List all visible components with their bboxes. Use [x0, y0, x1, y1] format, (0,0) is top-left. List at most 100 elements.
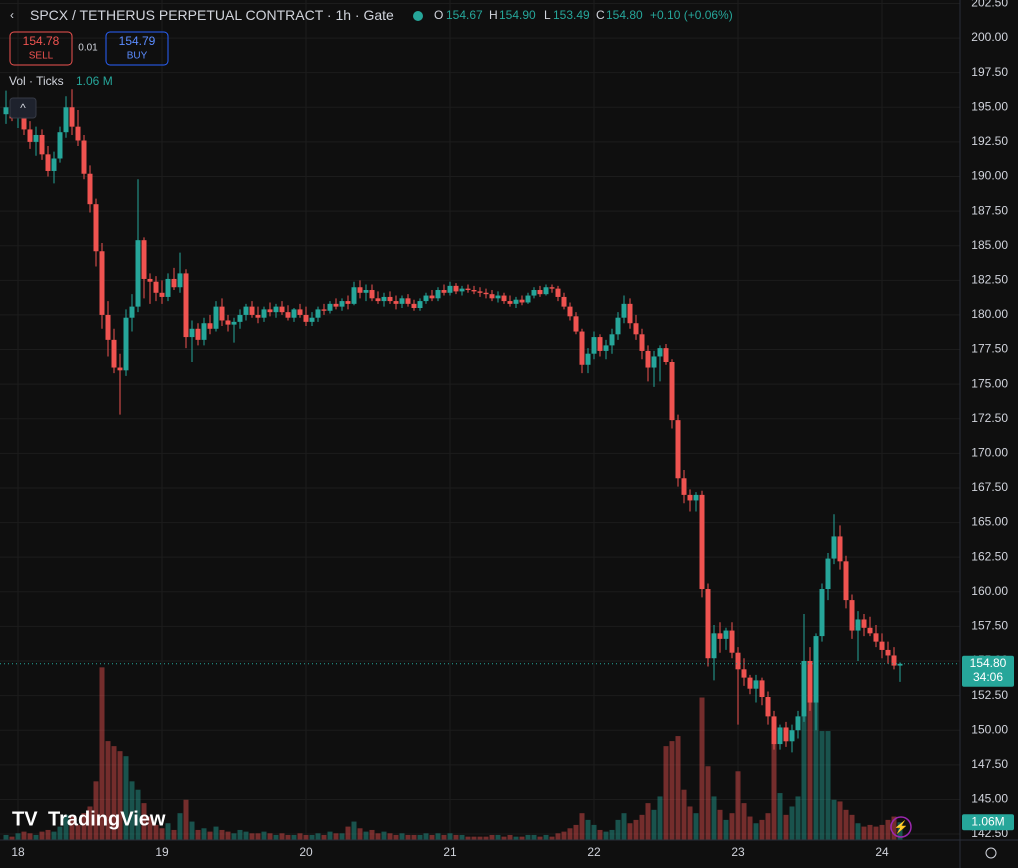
volume-bar [741, 803, 747, 840]
candle-body [531, 290, 537, 296]
candle-body [243, 306, 249, 315]
candle-body [453, 285, 459, 292]
volume-bar [237, 829, 243, 840]
candle-body [585, 353, 591, 365]
last-price-box [962, 655, 1014, 687]
axis-layer: 142.50145.00147.50150.00152.50155.00157.… [11, 0, 1014, 859]
candle-body [237, 314, 243, 322]
candle-body [867, 627, 873, 634]
volume-bar [333, 833, 339, 840]
candle-body [321, 309, 327, 311]
volume-bar [675, 736, 681, 840]
volume-bar [471, 836, 477, 840]
candle-body [135, 240, 141, 307]
volume-bar [279, 833, 285, 840]
candle-body [483, 292, 489, 295]
candle-body [111, 339, 117, 368]
candle-body [87, 173, 93, 205]
candle-body [183, 273, 189, 338]
candle-body [33, 134, 39, 142]
settings-button[interactable] [985, 847, 997, 859]
y-tick-label: 165.00 [971, 515, 1008, 529]
candle-body [153, 281, 159, 293]
volume-bar [837, 801, 843, 840]
volume-bar [705, 766, 711, 840]
y-tick-label: 157.50 [971, 619, 1008, 633]
candle-body [81, 140, 87, 174]
buy-price: 154.79 [119, 34, 156, 48]
volume-bar [285, 834, 291, 840]
volume-bar [795, 796, 801, 840]
candle-body [249, 306, 255, 315]
volume-bar [213, 826, 219, 840]
candle-body [675, 420, 681, 479]
grid [0, 0, 960, 840]
volume-bar [567, 828, 573, 840]
x-tick-label: 22 [587, 845, 601, 859]
candle-body [735, 652, 741, 670]
candle-body [417, 301, 423, 309]
volume-bar [261, 831, 267, 840]
candle-body [39, 134, 45, 155]
volume-bar [759, 819, 765, 840]
candle-body [99, 251, 105, 315]
collapse-button[interactable] [9, 97, 37, 119]
y-tick-label: 187.50 [971, 203, 1008, 217]
y-tick-label: 152.50 [971, 688, 1008, 702]
candle-body [189, 328, 195, 338]
volume-bar [207, 831, 213, 840]
volume-bar [159, 828, 165, 840]
volume-bar [531, 834, 537, 840]
volume-bar [15, 833, 21, 840]
volume-bar [405, 834, 411, 840]
volume-bar [543, 834, 549, 840]
candle-body [663, 348, 669, 362]
candle-body [741, 669, 747, 678]
candle-body [225, 320, 231, 325]
candle-body [705, 589, 711, 659]
candle-body [303, 314, 309, 322]
collapse-icon[interactable]: ‹ [10, 8, 14, 22]
x-tick-label: 20 [299, 845, 313, 859]
volume-bar [363, 831, 369, 840]
ohlc-value: 154.67 [446, 8, 483, 22]
volume-bar [651, 809, 657, 840]
price-layer [0, 89, 960, 753]
candle-body [591, 337, 597, 354]
volume-bar [537, 836, 543, 840]
lightning-button[interactable] [890, 816, 912, 838]
volume-bar [735, 771, 741, 840]
candle-body [399, 298, 405, 304]
candle-body [525, 295, 531, 303]
candle-body [489, 294, 495, 299]
volume-bar [561, 831, 567, 840]
candle-body [855, 619, 861, 631]
candle-body [3, 107, 9, 115]
volume-bar [621, 813, 627, 840]
volume-bar [81, 813, 87, 840]
candle-body [291, 309, 297, 318]
volume-bar [429, 834, 435, 840]
volume-bar [699, 697, 705, 840]
candle-body [837, 536, 843, 562]
volume-bar [663, 746, 669, 840]
buy-button[interactable] [105, 31, 169, 66]
volume-bar [195, 829, 201, 840]
sell-button[interactable] [9, 31, 73, 66]
ohlc-legend: O 154.67 H 154.90 L 153.49 C 154.80 +0.10 (+0.06… [434, 8, 733, 22]
candle-body [405, 298, 411, 304]
candle-body [213, 306, 219, 329]
ohlc-letter: L [544, 8, 551, 22]
volume-bar [507, 834, 513, 840]
candle-body [879, 641, 885, 650]
candle-body [27, 129, 33, 142]
buy-label: BUY [127, 51, 148, 62]
volume-bar [657, 796, 663, 840]
volume-bar [375, 833, 381, 840]
volume-bar [633, 819, 639, 840]
candle-body [477, 291, 483, 293]
candle-body [141, 240, 147, 279]
volume-bar [51, 831, 57, 840]
candle-body [363, 290, 369, 293]
candle-body [669, 361, 675, 421]
